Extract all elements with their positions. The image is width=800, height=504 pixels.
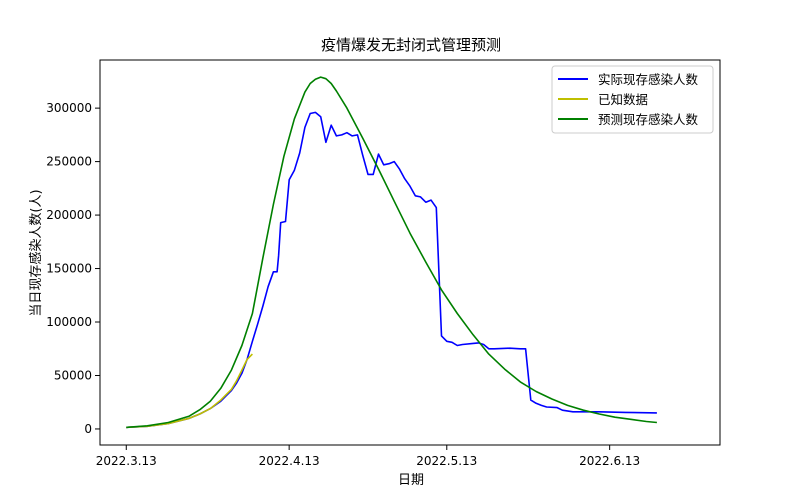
y-tick-label: 300000 [46, 101, 92, 115]
series-lines [126, 76, 657, 429]
y-tick-label: 250000 [46, 155, 92, 169]
legend-label-1: 已知数据 [598, 92, 648, 107]
y-tick-label: 0 [84, 422, 92, 436]
chart-title: 疫情爆发无封闭式管理预测 [321, 36, 501, 54]
series-line-0 [126, 111, 657, 429]
x-tick-label: 2022.6.13 [579, 454, 640, 468]
x-axis-label: 日期 [398, 473, 424, 488]
y-axis-label: 当日现存感染人数(人) [28, 189, 44, 316]
y-tick-label: 100000 [46, 315, 92, 329]
legend-label-2: 预测现存感染人数 [598, 112, 699, 127]
x-tick-label: 2022.3.13 [96, 454, 157, 468]
series-line-2 [126, 76, 657, 429]
y-axis-ticks: 0 50000 100000 150000 200000 250000 300000 [46, 101, 100, 436]
y-tick-label: 50000 [54, 368, 92, 382]
y-tick-label: 200000 [46, 208, 92, 222]
x-tick-label: 2022.4.13 [259, 454, 320, 468]
x-tick-label: 2022.5.13 [416, 454, 477, 468]
y-tick-label: 150000 [46, 262, 92, 276]
legend-label-0: 实际现存感染人数 [598, 72, 699, 87]
series-line-1 [126, 353, 253, 429]
plot-area: 0 50000 100000 150000 200000 250000 300000 202… [46, 59, 721, 468]
legend-box [551, 65, 714, 134]
x-axis-ticks: 2022.3.13 2022.4.13 2022.5.13 2022.6.13 [96, 445, 640, 468]
plot-frame [99, 59, 721, 446]
